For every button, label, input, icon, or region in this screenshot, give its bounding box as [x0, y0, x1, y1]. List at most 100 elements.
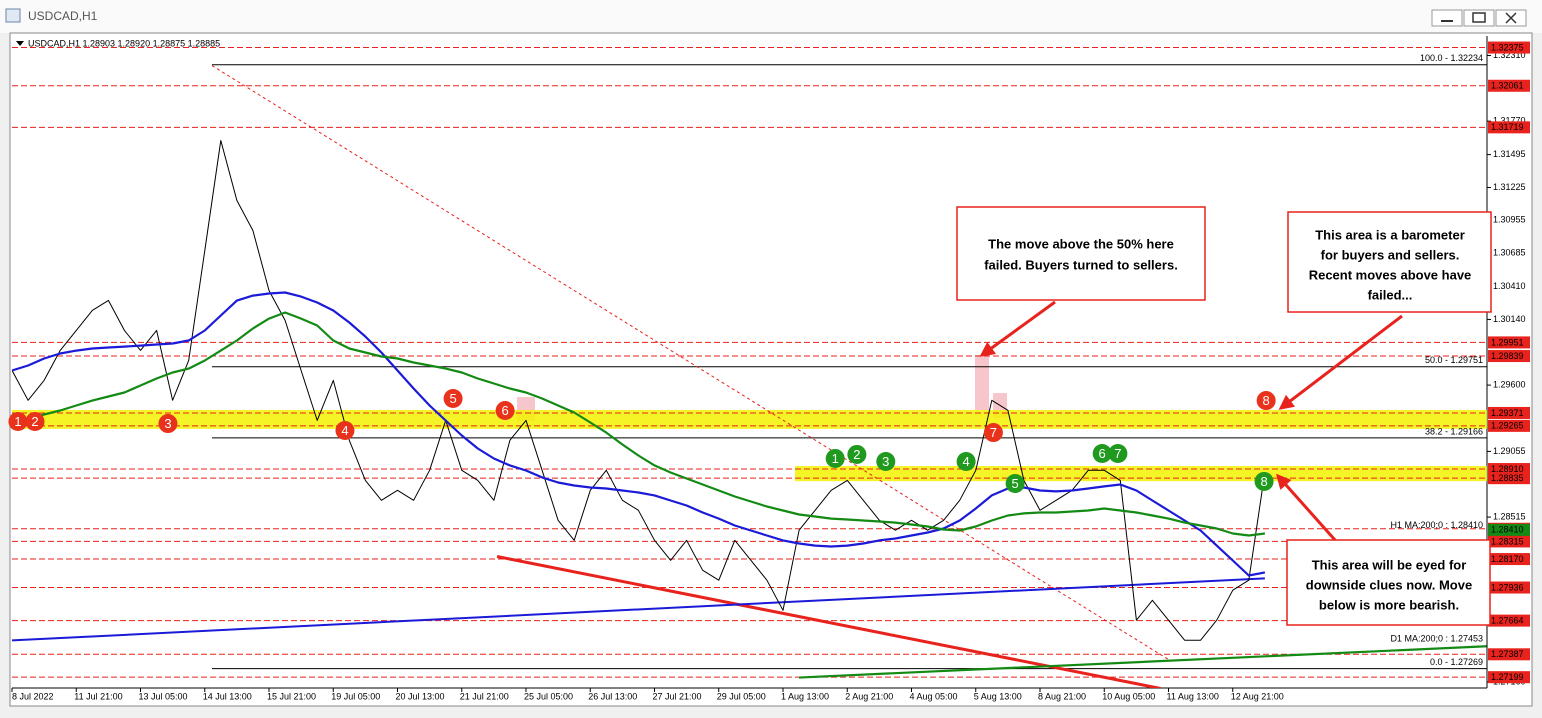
series-line: [12, 140, 1266, 641]
count-marker: [1005, 474, 1025, 494]
y-tick-label: 1.29055: [1493, 446, 1526, 456]
level-tag-label: 1.27936: [1491, 582, 1524, 592]
level-tag: [1488, 535, 1530, 548]
info-toggle[interactable]: [16, 41, 24, 46]
callout-box: [1287, 211, 1492, 313]
plot-area: [12, 47, 1487, 688]
plot-layer: [12, 47, 1487, 688]
count-marker: [1108, 443, 1128, 463]
symbol-info: USDCAD,H1 1.28903 1.28920 1.28875 1.2888…: [28, 38, 220, 48]
callout-text: This area is a barometer: [1315, 227, 1465, 242]
level-tag-label: 1.28910: [1491, 464, 1524, 474]
fib-label: 38.2 - 1.29166: [1425, 426, 1483, 436]
count-marker: [335, 420, 355, 440]
count-marker-label: 4: [962, 454, 969, 469]
trendline-label: D1 MA:200;0 : 1.27453: [1390, 634, 1483, 644]
x-tick-label: 20 Jul 13:00: [396, 691, 445, 701]
callouts: The move above the 50% here failed. Buye…: [956, 206, 1492, 626]
fib-label: 50.0 - 1.29751: [1425, 355, 1483, 365]
x-tick-label: 11 Jul 21:00: [74, 691, 122, 701]
count-marker-label: 8: [1260, 474, 1267, 489]
count-marker-label: 2: [853, 447, 860, 462]
level-tag-label: 1.29951: [1491, 337, 1524, 347]
level-tag: [1488, 553, 1530, 566]
count-marker: [1254, 471, 1274, 491]
x-tick-label: 26 Jul 13:00: [588, 691, 637, 701]
callout-text: Recent moves above have: [1309, 267, 1472, 282]
level-tag: [1488, 463, 1530, 476]
x-tick-label: 15 Jul 21:00: [267, 691, 316, 701]
level-tag: [1488, 350, 1530, 363]
y-tick-label: 1.30955: [1493, 215, 1526, 225]
trendline: [799, 645, 1487, 679]
x-tick-label: 19 Jul 05:00: [331, 691, 380, 701]
window-title: USDCAD,H1: [28, 9, 98, 23]
count-marker: [876, 452, 896, 472]
count-marker: [1092, 443, 1112, 463]
ma-tag-label: 1.28410: [1491, 525, 1524, 535]
callout-text: failed...: [1368, 287, 1413, 302]
level-tag-label: 1.29265: [1491, 421, 1524, 431]
x-tick-label: 27 Jul 21:00: [653, 691, 702, 701]
arrow: [1276, 473, 1337, 541]
level-tag-label: 1.27387: [1491, 649, 1524, 659]
count-marker-label: 5: [449, 391, 456, 406]
callout-text: for buyers and sellers.: [1321, 247, 1460, 262]
y-tick-label: 1.32310: [1493, 50, 1526, 60]
fib-label: 100.0 - 1.32234: [1420, 53, 1483, 63]
level-tag: [1488, 419, 1530, 432]
maximize-button[interactable]: [1463, 9, 1495, 27]
level-tag-label: 1.29839: [1491, 351, 1524, 361]
callout-text: below is more bearish.: [1319, 597, 1459, 612]
count-marker: [8, 411, 28, 431]
level-tag: [1488, 581, 1530, 594]
callout-text: failed. Buyers turned to sellers.: [984, 257, 1178, 272]
level-tag-label: 1.27199: [1491, 672, 1524, 682]
count-marker-label: 6: [1099, 446, 1106, 461]
count-marker: [847, 444, 867, 464]
count-marker: [956, 452, 976, 472]
minimize-button[interactable]: [1431, 9, 1463, 27]
y-tick-label: 1.31770: [1493, 116, 1526, 126]
count-marker-label: 2: [31, 414, 38, 429]
level-tag-label: 1.27664: [1491, 615, 1524, 625]
series-line: [12, 291, 1266, 577]
y-tick-label: 1.29600: [1493, 379, 1526, 389]
count-marker: [495, 401, 515, 421]
count-marker: [1256, 391, 1276, 411]
level-tag: [1488, 472, 1530, 485]
highlight-box: [975, 355, 989, 410]
y-tick-label: 1.31495: [1493, 149, 1526, 159]
count-marker-label: 7: [990, 425, 997, 440]
x-tick-label: 12 Aug 21:00: [1231, 691, 1284, 701]
count-marker-label: 3: [882, 454, 889, 469]
x-tick-label: 4 Aug 05:00: [910, 691, 958, 701]
title-bar: [0, 0, 1542, 33]
callout-text: This area will be eyed for: [1312, 557, 1467, 572]
level-tag: [1488, 614, 1530, 627]
level-tag-label: 1.28315: [1491, 536, 1524, 546]
x-tick-label: 5 Aug 13:00: [974, 691, 1022, 701]
trendline: [211, 65, 1171, 661]
x-tick-label: 11 Aug 13:00: [1167, 691, 1219, 701]
count-marker-label: 4: [341, 423, 348, 438]
level-tag: [1488, 406, 1530, 419]
y-tick-label: 1.30410: [1493, 281, 1526, 291]
window-icon: [5, 8, 21, 23]
y-tick-label: 1.30685: [1493, 248, 1526, 258]
highlight-zone: [795, 466, 1487, 482]
series-line: [12, 311, 1266, 537]
axis-layer: 1.32310 1.31770 1.31495 1.31225 1.30955 1.306…: [8, 41, 1530, 701]
level-tag-label: 1.29371: [1491, 408, 1524, 418]
x-tick-label: 8 Aug 21:00: [1038, 691, 1086, 701]
count-marker-label: 1: [832, 451, 839, 466]
x-tick-label: 10 Aug 05:00: [1102, 691, 1155, 701]
y-tick-label: 1.31225: [1493, 182, 1526, 192]
count-marker: [443, 388, 463, 408]
count-marker-label: 8: [1263, 393, 1270, 408]
level-tag: [1488, 336, 1530, 349]
highlight-zone: [12, 409, 1487, 429]
series-label: H1 MA:200;0 : 1.28410: [1390, 520, 1483, 530]
level-tag: [1488, 648, 1530, 661]
